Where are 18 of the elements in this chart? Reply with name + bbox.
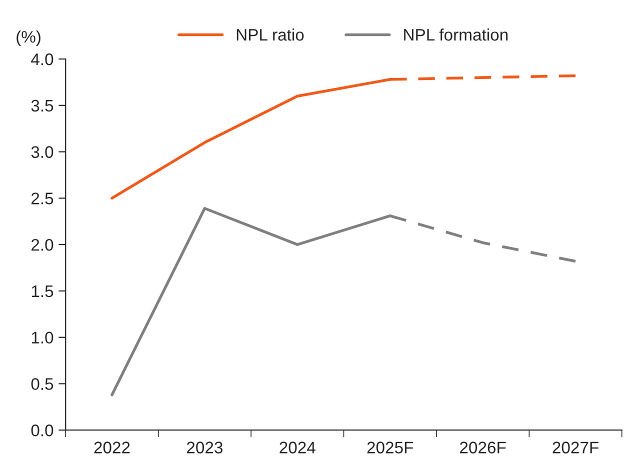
y-tick-label: 0.5 (31, 378, 54, 390)
y-tick-label: 2.5 (31, 192, 54, 204)
x-tick-label: 2024 (280, 442, 316, 454)
x-tick-label: 2025F (367, 442, 414, 454)
y-tick-label: 4.0 (31, 53, 54, 66)
x-tick-label: 2023 (186, 442, 222, 454)
y-tick-label: 3.5 (31, 100, 54, 112)
y-tick-label: 0.0 (31, 424, 54, 436)
y-tick-label: 3.0 (31, 146, 54, 158)
x-tick-label: 2027F (552, 442, 598, 454)
y-tick-label: 2.0 (31, 238, 54, 251)
y-axis-title: (%) (16, 30, 40, 46)
legend-label: NPL ratio (236, 28, 304, 41)
legend-label: NPL formation (404, 28, 508, 41)
y-tick-label: 1.5 (32, 286, 54, 298)
x-tick-label: 2026F (460, 442, 506, 454)
y-tick-label: 1.0 (32, 332, 54, 344)
x-tick-label: 2022 (94, 442, 130, 454)
